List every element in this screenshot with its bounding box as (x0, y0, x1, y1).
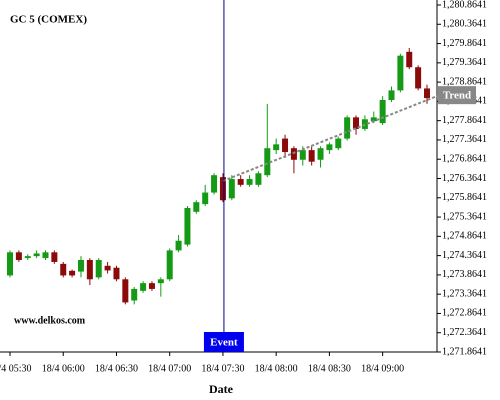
y-tick-label: 1,280.8641 (442, 0, 487, 10)
candle-body (184, 207, 191, 245)
x-tick-label: 18/4 06:00 (42, 363, 85, 374)
candle-body (353, 117, 360, 129)
y-tick-label: 1,272.8641 (442, 308, 487, 319)
trend-label: Trend (443, 90, 471, 102)
candle-body (33, 253, 40, 257)
candle-body (140, 283, 147, 291)
y-tick-label: 1,274.3641 (442, 250, 487, 261)
x-tick-label: 18/4 08:00 (255, 363, 298, 374)
x-tick-label: 18/4 06:30 (95, 363, 138, 374)
y-tick-label: 1,276.8641 (442, 154, 487, 165)
candle-body (326, 144, 333, 151)
candle-body (344, 117, 351, 139)
x-tick-label: 18/4 08:30 (308, 363, 351, 374)
candle-body (202, 192, 209, 205)
y-tick-label: 1,276.3641 (442, 173, 487, 184)
candle-body (335, 138, 342, 149)
event-label-box (203, 332, 244, 352)
candle-body (157, 279, 164, 284)
candle-body (308, 150, 315, 162)
candle-body (290, 148, 297, 160)
candle-body (122, 279, 129, 303)
candle-body (15, 252, 22, 261)
candle-body (77, 260, 84, 272)
candle-body (113, 267, 120, 280)
candle-body (69, 270, 76, 276)
candle-body (51, 252, 58, 262)
candle-body (388, 90, 395, 101)
y-tick-label: 1,279.8641 (442, 38, 487, 49)
y-tick-label: 1,273.8641 (442, 269, 487, 280)
candle-body (86, 260, 93, 280)
candle-body (60, 263, 67, 276)
candle-body (104, 265, 111, 271)
x-tick-label: 18/4 07:30 (201, 363, 244, 374)
candle-body (397, 55, 404, 91)
chart-title: GC 5 (COMEX) (10, 14, 87, 26)
x-tick-label: 18/4 07:00 (148, 363, 191, 374)
candle-body (282, 138, 289, 153)
y-tick-label: 1,271.8641 (442, 346, 487, 357)
y-tick-label: 1,275.3641 (442, 211, 487, 222)
candle-body (406, 51, 413, 68)
candle-body (166, 250, 173, 280)
candle-body (42, 252, 49, 259)
candle-body (255, 173, 262, 185)
x-tick-label: 18/4 09:00 (361, 363, 404, 374)
x-tick-label: 18/4 05:30 (0, 363, 32, 374)
candle-body (273, 144, 280, 151)
candle-body (246, 179, 253, 185)
candle-body (193, 202, 200, 212)
candle-body (415, 67, 422, 89)
candle-body (219, 177, 226, 201)
y-tick-label: 1,273.3641 (442, 288, 487, 299)
candle-body (317, 148, 324, 160)
candle-body (131, 288, 138, 301)
candle-body (379, 100, 386, 124)
watermark: www.delkos.com (14, 315, 86, 326)
trend-line (222, 95, 438, 182)
candle-body (264, 148, 271, 176)
candle-body (24, 256, 31, 259)
candle-body (424, 88, 430, 99)
y-tick-label: 1,279.3641 (442, 57, 487, 68)
y-tick-label: 1,280.3641 (442, 19, 487, 30)
y-tick-label: 1,275.8641 (442, 192, 487, 203)
y-tick-label: 1,277.3641 (442, 134, 487, 145)
candle-body (211, 175, 218, 193)
trend-label-box (438, 86, 476, 105)
y-tick-label: 1,277.8641 (442, 115, 487, 126)
candle-body (148, 283, 155, 289)
y-tick-label: 1,278.8641 (442, 76, 487, 87)
event-label: Event (210, 337, 238, 349)
candle-body (370, 117, 377, 122)
candle-body (299, 150, 306, 160)
candle-body (95, 260, 102, 278)
candle-body (237, 179, 244, 185)
y-tick-label: 1,272.3641 (442, 327, 487, 338)
x-axis-title: Date (209, 382, 234, 396)
candle-body (175, 240, 182, 251)
candle-body (228, 179, 235, 199)
y-tick-label: 1,274.8641 (442, 231, 487, 242)
candle-body (7, 252, 13, 276)
